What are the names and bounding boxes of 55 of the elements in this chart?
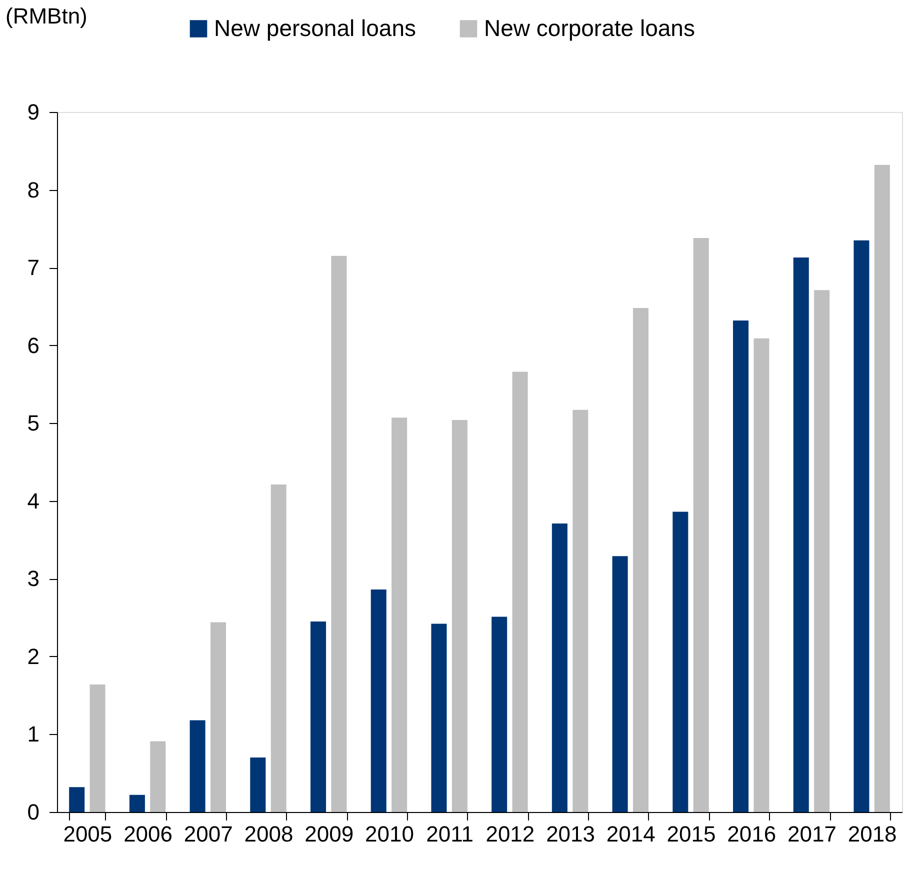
bar — [854, 240, 870, 812]
bar — [754, 338, 770, 812]
y-tick-label: 7 — [27, 255, 40, 280]
x-tick-label: 2009 — [304, 822, 354, 846]
bar — [632, 308, 648, 812]
y-tick-label: 3 — [27, 566, 40, 592]
bar — [612, 556, 628, 812]
bar — [874, 164, 890, 812]
x-tick-label: 2008 — [244, 822, 294, 846]
y-tick-label: 9 — [27, 100, 40, 124]
bar — [572, 410, 588, 812]
bar — [814, 290, 830, 812]
bar — [672, 512, 688, 812]
bar — [69, 787, 85, 812]
bar — [693, 238, 709, 812]
y-tick-label: 2 — [27, 644, 40, 669]
x-tick-label: 2012 — [486, 822, 535, 846]
y-tick-label: 1 — [27, 722, 40, 747]
y-tick-label: 8 — [27, 177, 40, 202]
bar — [310, 621, 326, 812]
x-tick-label: 2007 — [184, 822, 233, 846]
x-tick-label: 2010 — [364, 822, 414, 846]
x-tick-label: 2017 — [787, 822, 836, 846]
bar — [331, 256, 347, 812]
y-tick-label: 6 — [27, 332, 40, 358]
legend-label: New personal loans — [214, 14, 416, 41]
bar — [392, 418, 408, 812]
bar — [90, 684, 106, 812]
x-tick-label: 2013 — [546, 822, 596, 846]
bar — [190, 720, 206, 812]
x-tick-label: 2011 — [426, 822, 474, 846]
x-tick-label: 2014 — [606, 822, 656, 846]
x-tick-label: 2005 — [63, 822, 112, 846]
bar — [250, 758, 266, 812]
bar — [150, 741, 166, 812]
bar — [452, 420, 468, 812]
bar — [793, 257, 809, 812]
legend-label: New corporate loans — [484, 14, 695, 41]
y-axis-title: (RMBtn) — [6, 4, 88, 28]
x-tick-label: 2016 — [727, 822, 776, 846]
bar — [552, 523, 568, 812]
y-tick-label: 4 — [27, 488, 40, 514]
y-tick-label: 5 — [27, 410, 40, 436]
x-tick-label: 2018 — [848, 822, 897, 846]
bar — [431, 624, 447, 812]
bar — [210, 622, 226, 812]
x-tick-label: 2006 — [124, 822, 173, 846]
bar — [512, 372, 528, 812]
bar — [370, 590, 386, 812]
bar — [129, 794, 145, 812]
x-tick-label: 2015 — [666, 822, 716, 846]
bar — [733, 320, 749, 812]
y-tick-label: 0 — [27, 800, 40, 824]
bar — [492, 616, 508, 812]
bar — [270, 484, 286, 812]
